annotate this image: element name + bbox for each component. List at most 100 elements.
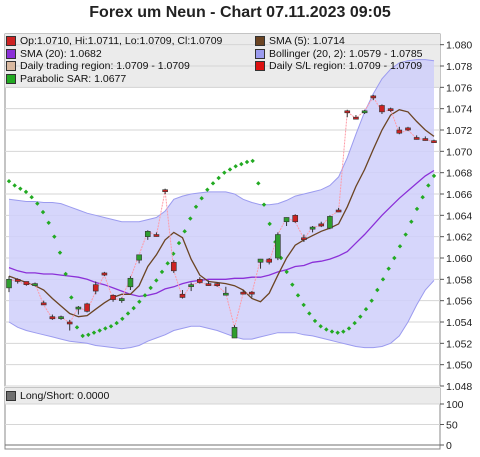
sma20-label: SMA (20): 1.0682	[20, 47, 102, 60]
sar-dot	[380, 277, 386, 282]
candle-body	[309, 226, 316, 230]
sar-dot	[74, 325, 80, 330]
y-tick-label: 1.054	[446, 317, 472, 329]
chart-title: Forex um Neun - Chart 07.11.2023 09:05	[89, 4, 391, 21]
candle-body	[101, 272, 108, 276]
sar-dot	[369, 298, 374, 303]
sar-dot	[352, 320, 357, 326]
sar-dot	[154, 278, 159, 283]
sar-dot	[414, 206, 420, 212]
sar-dot	[205, 187, 210, 192]
sar-dot	[324, 327, 329, 332]
bollinger-swatch	[255, 48, 265, 59]
candle-body	[327, 216, 333, 229]
candle-body	[205, 283, 212, 286]
sar-dot	[52, 234, 57, 239]
ohlc-label: Op:1.0710, Hi:1.0711, Lo:1.0709, Cl:1.07…	[20, 35, 223, 47]
sar-dot	[392, 255, 397, 261]
sar-dot	[182, 229, 187, 234]
sar-dot	[35, 201, 40, 206]
candle-body	[292, 215, 299, 223]
sar-dot	[216, 175, 221, 181]
sar-dot	[250, 158, 255, 164]
candle-body	[179, 293, 186, 298]
trading-region-label: Daily trading region: 1.0709 - 1.0709	[20, 60, 190, 72]
candle-body	[14, 279, 21, 282]
candle-body	[379, 105, 385, 113]
sar-dot	[312, 318, 318, 324]
candle-body	[431, 140, 437, 143]
sar-dot	[6, 179, 12, 184]
sl-region-swatch	[255, 61, 265, 72]
y-tick-label: 1.068	[446, 168, 472, 180]
sar-dot	[278, 255, 284, 261]
sar-dot	[148, 285, 153, 291]
candle-body	[110, 295, 116, 300]
sar-dot	[409, 219, 414, 224]
sar-dot	[335, 330, 340, 335]
sar-dot	[120, 316, 125, 321]
y-tick-label: 1.072	[446, 125, 472, 137]
legend-item-sl-region: Daily S/L region: 1.0709 - 1.0709	[255, 60, 422, 73]
sar-dot	[86, 332, 91, 337]
sar-dot	[261, 202, 267, 207]
sma5-swatch	[255, 36, 265, 47]
sar-dot	[131, 305, 136, 311]
sub-legend-background	[5, 388, 440, 404]
candle-body	[188, 284, 194, 287]
sar-dot	[137, 299, 142, 304]
sar-dot	[284, 269, 289, 275]
candle-body	[301, 237, 307, 241]
y-tick-label: 1.062	[446, 232, 472, 244]
sar-dot	[69, 295, 74, 300]
y-tick-label: 1.056	[446, 296, 472, 308]
long-short-label: Long/Short: 0.0000	[20, 390, 110, 402]
long-short-swatch	[6, 391, 16, 401]
sar-dot	[426, 183, 431, 188]
legend-item-bollinger: Bollinger (20, 2): 1.0579 - 1.0785	[255, 48, 423, 61]
y-tick-label: 1.058	[446, 274, 472, 286]
candle-body	[197, 279, 203, 283]
legend-item-ohlc: Op:1.0710, Hi:1.0711, Lo:1.0709, Cl:1.07…	[6, 35, 255, 48]
candle-body	[361, 110, 368, 114]
sar-dot	[318, 324, 323, 329]
y-tick-label: 1.080	[446, 40, 472, 52]
candle-body	[75, 306, 82, 310]
sar-dot	[165, 261, 170, 266]
candle-body	[136, 254, 142, 261]
legend-item-trading-region: Daily trading region: 1.0709 - 1.0709	[6, 60, 255, 73]
candle-body	[231, 327, 238, 339]
sar-dot	[91, 330, 97, 335]
candle-body	[162, 189, 168, 193]
y-tick-label: 1.050	[446, 360, 472, 372]
sar-dot	[329, 329, 335, 334]
candle-body	[170, 261, 177, 272]
sar-dot	[239, 161, 244, 167]
candle-body	[153, 234, 160, 237]
sub-y-tick-label: 50	[446, 420, 458, 432]
y-tick-label: 1.064	[446, 210, 472, 222]
legend-item-sar: Parabolic SAR: 1.0677	[6, 73, 255, 86]
sub-legend: Long/Short: 0.0000	[6, 390, 109, 402]
candle-body	[344, 110, 351, 114]
bollinger-label: Bollinger (20, 2): 1.0579 - 1.0785	[269, 47, 423, 60]
candle-body	[40, 302, 47, 306]
candle-body	[58, 316, 64, 319]
legend: Op:1.0710, Hi:1.0711, Lo:1.0709, Cl:1.07…	[6, 35, 438, 85]
sar-dot	[358, 314, 363, 319]
sar-dot	[431, 173, 437, 179]
sar-dot	[103, 326, 108, 331]
candle-body	[405, 127, 411, 131]
candle-body	[32, 283, 38, 286]
sar-dot	[256, 181, 261, 186]
candle-body	[257, 258, 264, 263]
sar-label: Parabolic SAR: 1.0677	[20, 72, 127, 85]
sar-dot	[341, 329, 346, 334]
sar-dot	[63, 271, 68, 277]
candle-body	[353, 116, 359, 120]
sl-region-label: Daily S/L region: 1.0709 - 1.0709	[269, 60, 423, 72]
candle-body	[144, 231, 151, 237]
y-tick-label: 1.066	[446, 189, 472, 201]
bollinger-band	[9, 59, 434, 349]
bollinger-upper-line	[8, 59, 435, 223]
